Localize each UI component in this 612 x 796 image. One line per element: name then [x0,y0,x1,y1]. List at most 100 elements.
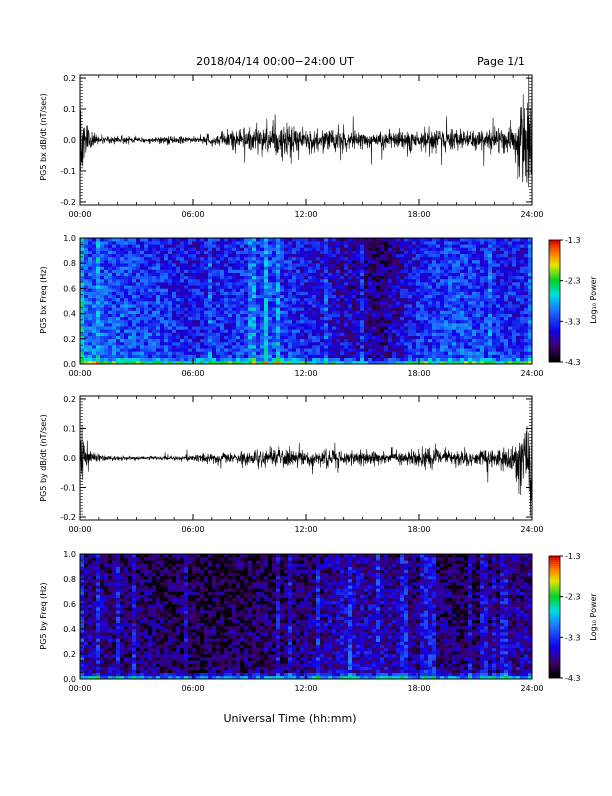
spectrogram-cell [200,288,204,291]
spectrogram-cell [124,276,128,279]
spectrogram-cell [320,307,324,310]
spectrogram-cell [440,251,444,254]
spectrogram-cell [284,241,288,244]
spectrogram-cell [412,257,416,260]
spectrogram-cell [180,292,184,295]
spectrogram-cell [308,244,312,247]
spectrogram-cell [160,285,164,288]
spectrogram-cell [220,336,224,339]
spectrogram-cell [440,345,444,348]
spectrogram-cell [520,260,524,263]
spectrogram-cell [236,351,240,354]
spectrogram-cell [344,288,348,291]
spectrogram-cell [508,317,512,320]
spectrogram-cell [96,317,100,320]
spectrogram-cell [96,345,100,348]
spectrogram-cell [436,339,440,342]
spectrogram-cell [508,351,512,354]
spectrogram-cell [316,285,320,288]
spectrogram-cell [248,298,252,301]
spectrogram-cell [300,342,304,345]
spectrogram-cell [88,345,92,348]
spectrogram-cell [144,266,148,269]
spectrogram-cell [448,279,452,282]
spectrogram-cell [492,270,496,273]
spectrogram-cell [412,266,416,269]
spectrogram-cell [440,326,444,329]
spectrogram-cell [420,351,424,354]
spectrogram-cell [228,241,232,244]
spectrogram-cell [400,351,404,354]
spectrogram-cell [272,263,276,266]
spectrogram-cell [328,348,332,351]
spectrogram-cell [304,342,308,345]
spectrogram-cell [236,276,240,279]
spectrogram-cell [516,276,520,279]
spectrogram-cell [468,273,472,276]
spectrogram-cell [148,276,152,279]
spectrogram-cell [488,282,492,285]
spectrogram-cell [432,298,436,301]
spectrogram-cell [364,257,368,260]
spectrogram-cell [456,282,460,285]
spectrogram-cell [492,323,496,326]
spectrogram-cell [364,260,368,263]
spectrogram-cell [516,342,520,345]
spectrogram-cell [160,244,164,247]
spectrogram-cell [248,351,252,354]
spectrogram-cell [352,345,356,348]
spectrogram-cell [188,329,192,332]
spectrogram-cell [272,307,276,310]
spectrogram-cell [236,251,240,254]
spectrogram-cell [132,304,136,307]
spectrogram-cell [152,307,156,310]
spectrogram-cell [284,326,288,329]
spectrogram-cell [256,345,260,348]
spectrogram-cell [364,355,368,358]
spectrogram-cell [328,270,332,273]
spectrogram-cell [112,292,116,295]
spectrogram-cell [428,301,432,304]
spectrogram-cell [464,270,468,273]
spectrogram-cell [508,276,512,279]
spectrogram-cell [460,292,464,295]
spectrogram-cell [360,310,364,313]
spectrogram-cell [92,279,96,282]
spectrogram-cell [388,333,392,336]
spectrogram-cell [352,333,356,336]
spectrogram-cell [288,339,292,342]
spectrogram-cell [504,295,508,298]
spectrogram-cell [260,263,264,266]
spectrogram-cell [160,317,164,320]
spectrogram-cell [104,323,108,326]
spectrogram-cell [344,279,348,282]
spectrogram-cell [456,310,460,313]
spectrogram-cell [136,336,140,339]
spectrogram-cell [436,279,440,282]
spectrogram-cell [516,295,520,298]
spectrogram-cell [480,266,484,269]
spectrogram-cell [284,298,288,301]
spectrogram-cell [292,358,296,361]
spectrogram-cell [248,266,252,269]
spectrogram-cell [240,323,244,326]
spectrogram-cell [368,247,372,250]
spectrogram-cell [416,257,420,260]
spectrogram-cell [436,320,440,323]
spectrogram-cell [440,273,444,276]
spectrogram-cell [496,317,500,320]
spectrogram-cell [472,320,476,323]
spectrogram-cell [316,298,320,301]
spectrogram-cell [116,355,120,358]
spectrogram-cell [496,307,500,310]
spectrogram-cell [156,320,160,323]
spectrogram-cell [176,329,180,332]
spectrogram-cell [400,307,404,310]
spectrogram-cell [88,260,92,263]
spectrogram-cell [312,273,316,276]
spectrogram-cell [348,260,352,263]
spectrogram-cell [492,317,496,320]
spectrogram-cell [252,348,256,351]
spectrogram-cell [140,323,144,326]
spectrogram-cell [208,333,212,336]
